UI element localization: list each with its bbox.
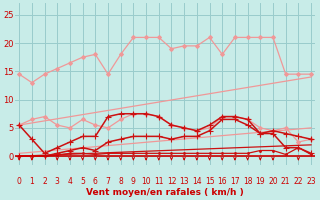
X-axis label: Vent moyen/en rafales ( km/h ): Vent moyen/en rafales ( km/h ) <box>86 188 244 197</box>
